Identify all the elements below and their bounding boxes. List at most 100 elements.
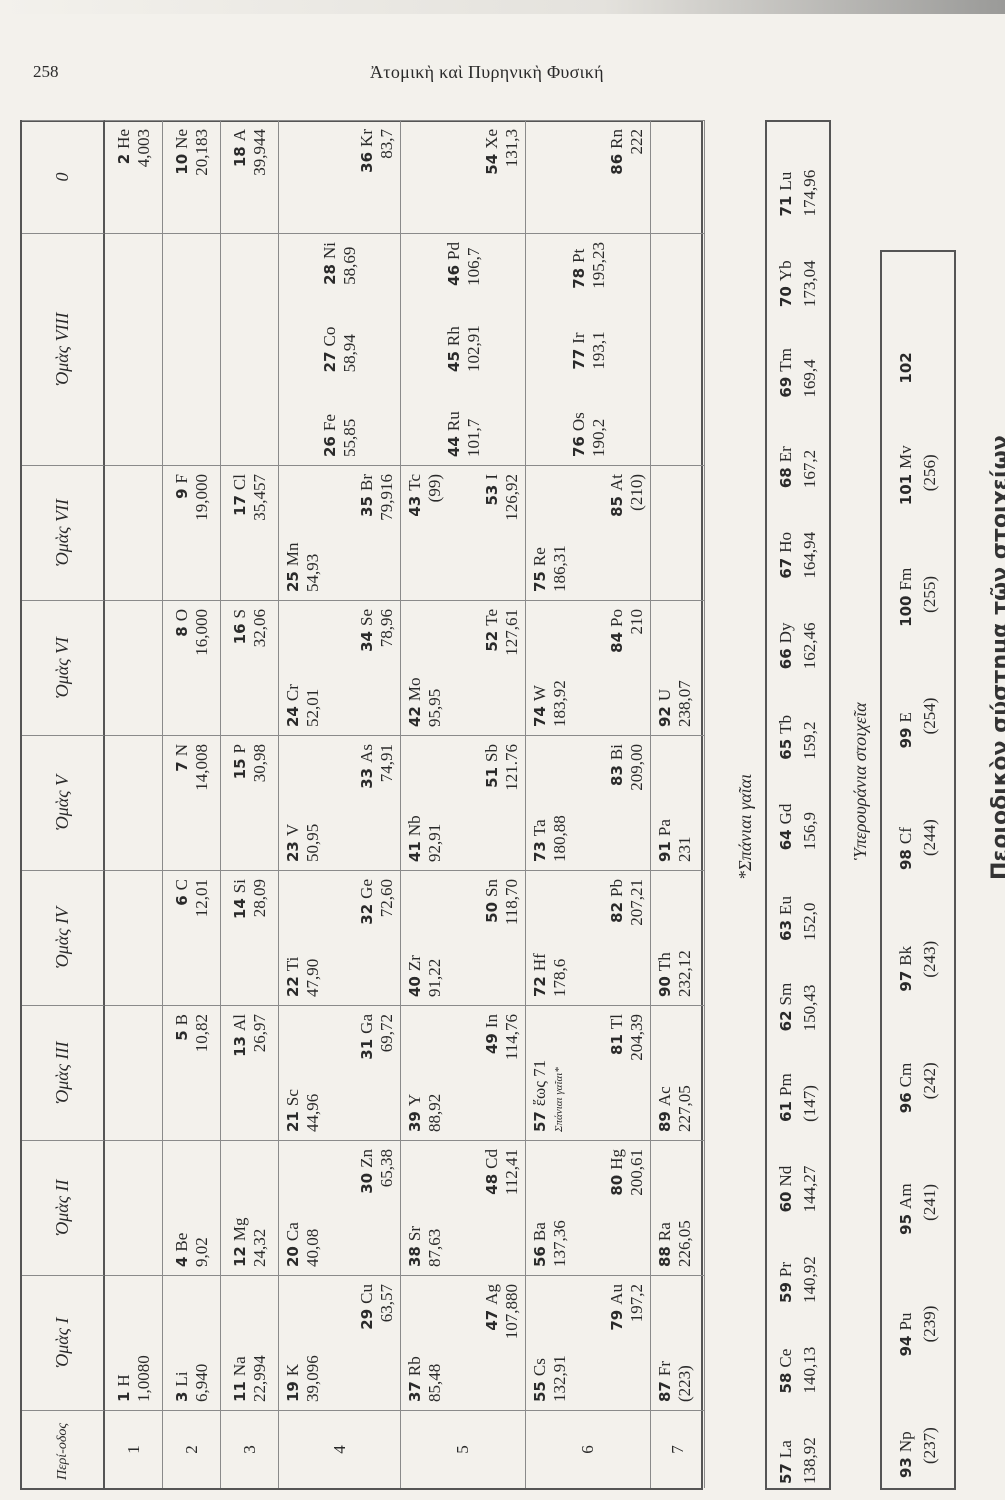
- table-cell: 74 W 183,92 84 Po 210: [526, 600, 651, 735]
- element-symbol: Cu: [357, 1284, 376, 1304]
- atomic-weight: 193,1: [588, 331, 608, 370]
- atomic-weight: 140,13: [800, 1346, 819, 1394]
- atomic-number: 56: [531, 1246, 549, 1267]
- element-symbol: Cl: [230, 474, 249, 491]
- atomic-number: 33: [358, 767, 376, 789]
- atomic-number: 3: [173, 1391, 191, 1402]
- element-symbol: Bk: [896, 945, 915, 966]
- element-La: 57 La 138,92: [774, 1393, 822, 1484]
- group-header: Ὁμὰς IV: [22, 870, 105, 1005]
- element-symbol: He: [114, 129, 133, 149]
- atomic-number: 10: [173, 153, 191, 175]
- element-symbol: Na: [230, 1356, 249, 1377]
- atomic-weight: 195,23: [588, 242, 608, 289]
- atomic-number: 91: [656, 841, 674, 862]
- atomic-weight: 114,76: [502, 1014, 521, 1061]
- element-Ne: 10 Ne 20,183: [172, 129, 211, 176]
- table-cell: [105, 870, 163, 1005]
- element-symbol: Lu: [776, 171, 795, 191]
- element-symbol: Ge: [357, 879, 376, 899]
- element-Rh: 45 Rh 102,91: [444, 325, 483, 372]
- table-cell: 16 S 32,06: [221, 600, 279, 735]
- element-Al: 13 Al 26,97: [230, 1014, 269, 1057]
- atomic-number: 5: [173, 1030, 191, 1041]
- atomic-number: 35: [358, 496, 376, 517]
- atomic-number: 60: [777, 1191, 795, 1213]
- element-Be: 4 Be 9,02: [172, 1233, 211, 1267]
- atomic-weight: 35,457: [250, 474, 269, 521]
- element-Ti: 22 Ti 47,90: [283, 957, 322, 997]
- table-cell: 24 Cr 52,01 34 Se 78,96: [279, 600, 401, 735]
- atomic-number: 86: [608, 153, 626, 175]
- table-cell: 18 A 39,944: [221, 120, 279, 233]
- atomic-weight: 106,7: [463, 247, 483, 286]
- group-header: Ὁμὰς VII: [22, 465, 105, 600]
- atomic-weight: 169,4: [800, 359, 819, 398]
- element-symbol: Au: [607, 1284, 626, 1305]
- atomic-number: 102: [897, 352, 915, 384]
- table-cell: [651, 120, 705, 233]
- atomic-weight: 164,94: [800, 531, 819, 579]
- element-Ir: 77 Ir 193,1: [569, 331, 608, 369]
- atomic-number: 82: [608, 901, 626, 923]
- atomic-weight: 32,06: [250, 609, 269, 648]
- element-symbol: Te: [482, 609, 501, 626]
- element-symbol: Ga: [357, 1014, 376, 1034]
- element-Co: 27 Co 58,94: [320, 327, 359, 373]
- atomic-weight: 88,92: [425, 1093, 444, 1132]
- element-symbol: O: [172, 609, 191, 622]
- atomic-weight: 52,01: [303, 688, 322, 727]
- element-symbol: Mo: [405, 677, 424, 702]
- element-symbol: Mn: [283, 542, 302, 567]
- element-symbol: Se: [357, 609, 376, 626]
- element-symbol: Ho: [776, 532, 795, 553]
- atomic-weight: 39,096: [303, 1355, 322, 1402]
- element-Si: 14 Si 28,09: [230, 879, 269, 919]
- element-symbol: Pd: [443, 242, 463, 260]
- element-Hf: 72 Hf 178,6: [530, 953, 569, 997]
- page-number: 258: [33, 62, 59, 81]
- atomic-weight: Σπάνιαι γαῖαι*: [553, 1067, 565, 1132]
- atomic-number: 97: [897, 970, 915, 992]
- element-symbol: Pm: [776, 1073, 795, 1096]
- scan-shadow: [0, 0, 1005, 14]
- table-cell: 54 Xe 131,3: [401, 120, 526, 233]
- atomic-number: 83: [608, 765, 626, 786]
- table-cell: 92 U 238,07: [651, 600, 705, 735]
- atomic-number: 100: [897, 595, 915, 627]
- atomic-number: 1: [115, 1391, 133, 1402]
- atomic-weight: 107,880: [502, 1284, 521, 1340]
- atomic-number: 18: [231, 146, 249, 168]
- atomic-weight: 137,36: [550, 1220, 569, 1267]
- atomic-number: 34: [358, 631, 376, 652]
- atomic-number: 66: [777, 648, 795, 670]
- table-cell: 40 Zr 91,22 50 Sn 118,70: [401, 870, 526, 1005]
- element-P: 15 P 30,98: [230, 744, 269, 782]
- element-symbol: Ac: [655, 1086, 674, 1107]
- atomic-weight: 174,96: [800, 169, 819, 217]
- table-cell: 87 Fr (223): [651, 1275, 705, 1410]
- atomic-weight: (210): [627, 474, 646, 511]
- element-symbol: Am: [896, 1183, 915, 1209]
- table-cell: 38 Sr 87,63 48 Cd 112,41: [401, 1140, 526, 1275]
- element-Fe: 26 Fe 55,85: [320, 414, 359, 457]
- table-cell: 9 F 19,000: [163, 465, 221, 600]
- table-cell: 89 Ac 227,05: [651, 1005, 705, 1140]
- element-symbol: Zn: [357, 1149, 376, 1168]
- table-cell: 86 Rn 222: [526, 120, 651, 233]
- element-symbol: Mg: [230, 1217, 249, 1242]
- atomic-weight: 121.76: [502, 744, 521, 791]
- atomic-number: 54: [483, 153, 501, 175]
- element-Cm: 96 Cm (242): [894, 992, 942, 1113]
- atomic-weight: 152,0: [800, 902, 819, 941]
- atomic-weight: 150,43: [800, 984, 819, 1032]
- period-number: 3: [221, 1410, 279, 1488]
- atomic-weight: 210: [627, 609, 646, 635]
- atomic-number: 17: [231, 495, 249, 516]
- element-Sm: 62 Sm 150,43: [774, 941, 822, 1032]
- element-He: 2 He 4,003: [114, 129, 153, 167]
- element-Lu: 71 Lu 174,96: [774, 126, 822, 217]
- element-symbol: Ra: [655, 1222, 674, 1242]
- atomic-number: 75: [531, 571, 549, 592]
- table-cell: [105, 600, 163, 735]
